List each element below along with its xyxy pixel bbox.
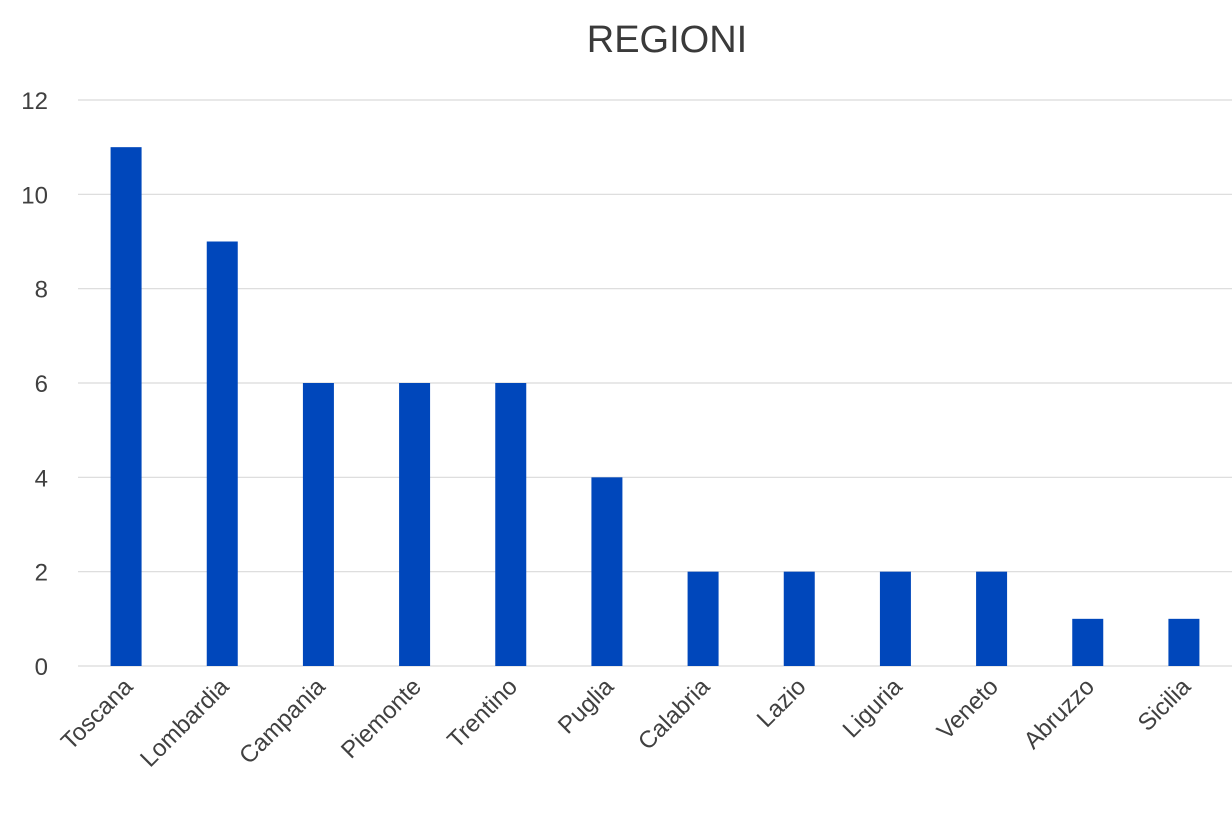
y-tick-label: 12 [21, 88, 48, 115]
bar-puglia [591, 477, 623, 666]
y-tick-label: 4 [35, 465, 48, 492]
x-tick-label: Campania [234, 673, 331, 770]
y-tick-label: 6 [35, 371, 48, 398]
x-tick-label: Liguria [838, 673, 908, 743]
x-tick-label: Trentino [442, 673, 523, 754]
chart-title: REGIONI [587, 19, 747, 61]
bars [110, 147, 1200, 666]
bar-abruzzo [1072, 618, 1104, 666]
y-tick-label: 0 [35, 654, 48, 681]
bar-sicilia [1168, 618, 1200, 666]
bar-lazio [783, 571, 815, 666]
x-tick-label: Toscana [56, 673, 139, 756]
y-tick-label: 2 [35, 560, 48, 587]
x-tick-label: Puglia [553, 673, 620, 740]
x-tick-label: Lazio [752, 673, 812, 733]
x-tick-label: Veneto [932, 673, 1004, 745]
x-tick-label: Lombardia [135, 673, 235, 773]
x-tick-label: Calabria [633, 673, 716, 756]
bar-trentino [495, 383, 527, 666]
y-tick-label: 10 [21, 182, 48, 209]
y-tick-label: 8 [35, 277, 48, 304]
x-tick-label: Sicilia [1133, 673, 1197, 737]
gridlines [78, 99, 1232, 667]
x-tick-label: Piemonte [336, 673, 427, 764]
bar-piemonte [399, 383, 431, 666]
y-axis-tick-labels: 0 2 4 6 8 10 12 [21, 88, 48, 681]
bar-calabria [687, 571, 719, 666]
x-tick-label: Abruzzo [1019, 673, 1100, 754]
bar-toscana [110, 147, 142, 666]
bar-campania [302, 383, 334, 666]
bar-lombardia [206, 241, 238, 666]
bar-liguria [879, 571, 911, 666]
bar-veneto [976, 571, 1008, 666]
